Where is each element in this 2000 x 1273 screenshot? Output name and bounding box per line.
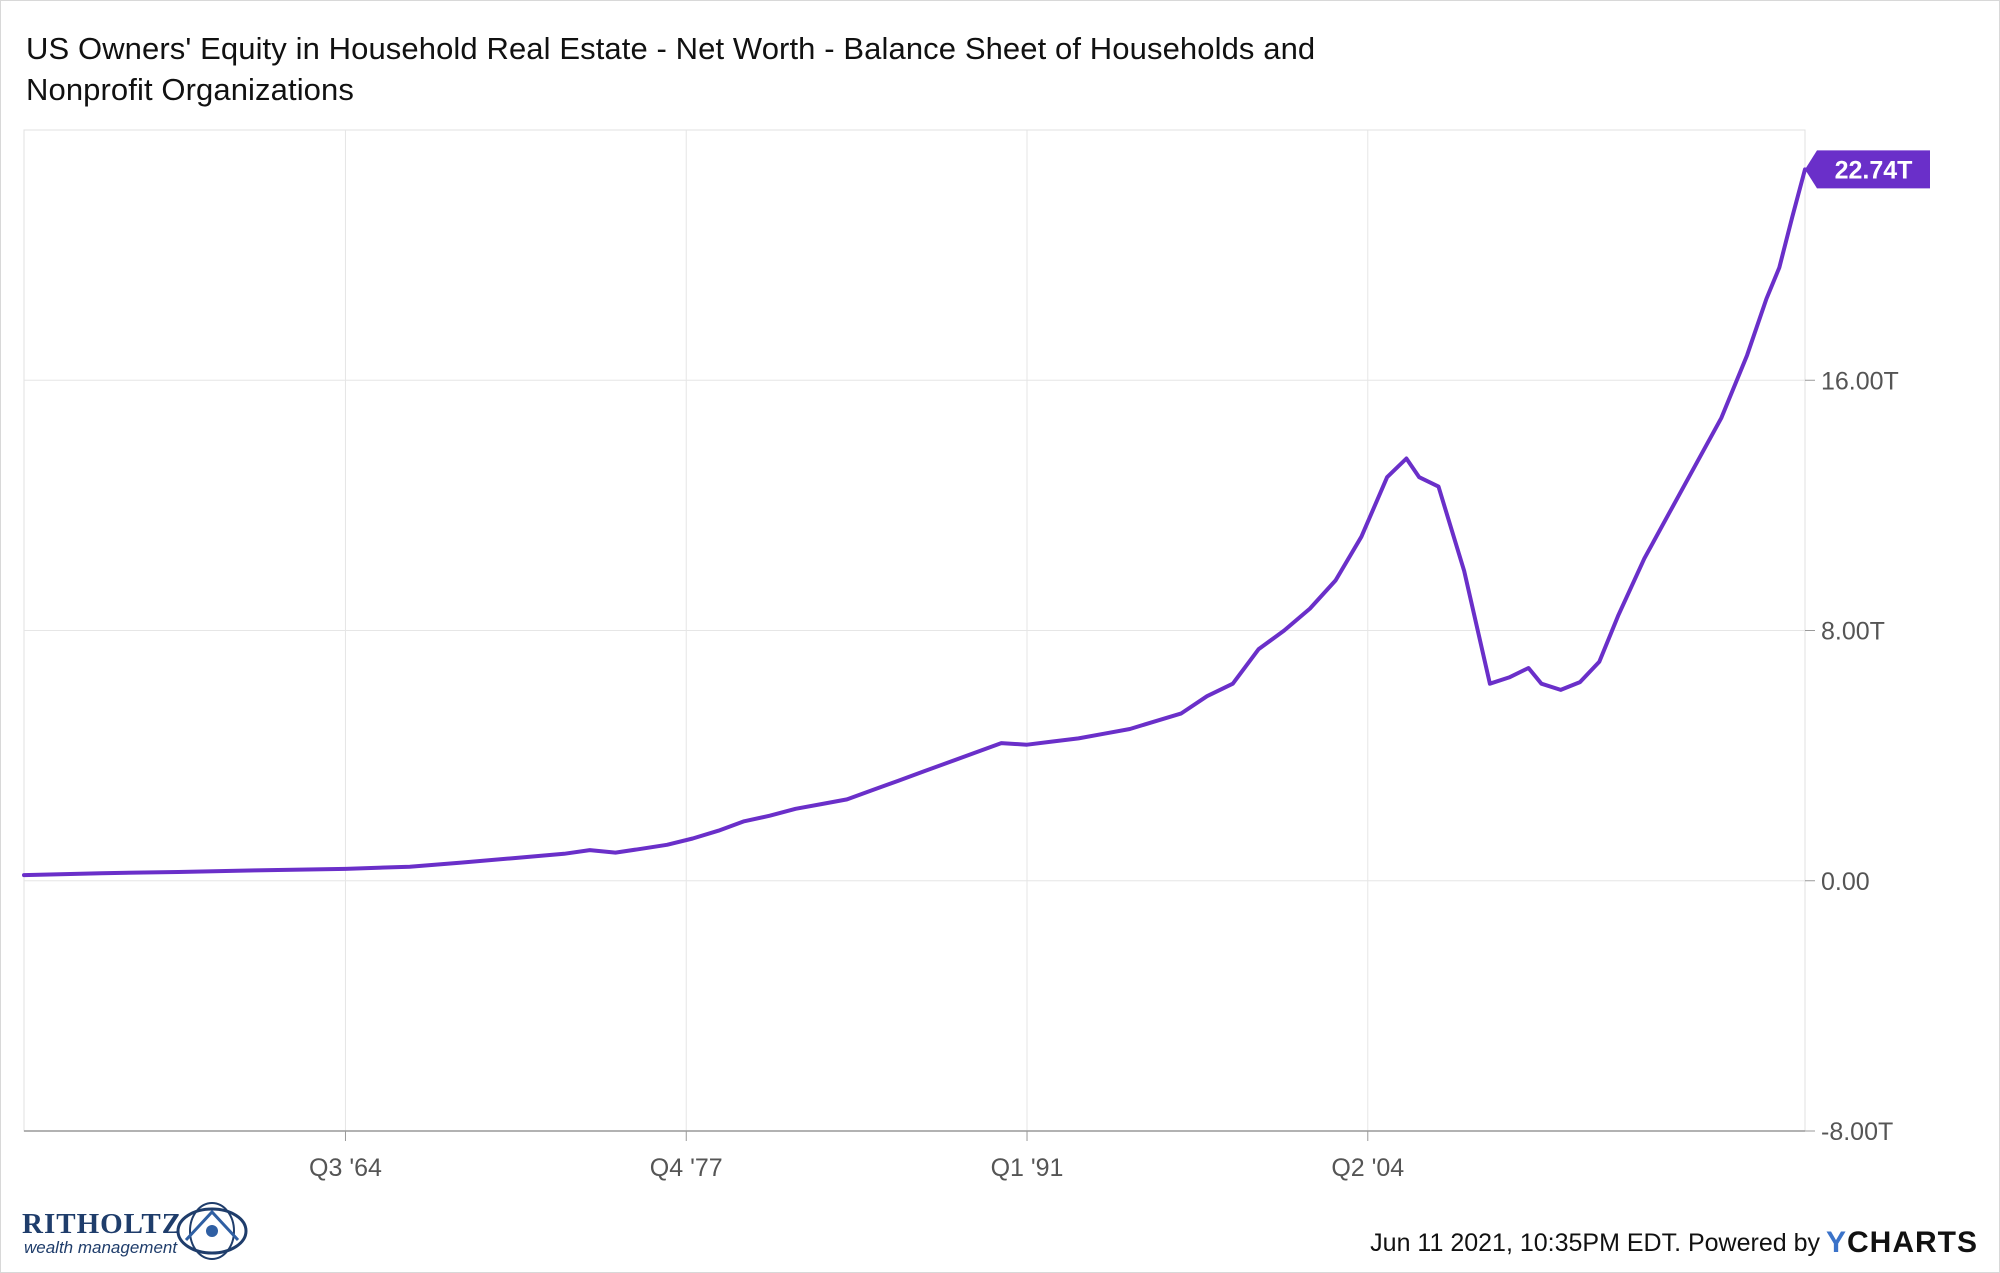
series-line bbox=[22, 167, 1807, 878]
y-tick-label: -8.00T bbox=[1821, 1118, 1893, 1146]
y-tick-label: 8.00T bbox=[1821, 618, 1885, 646]
footer-credit: Jun 11 2021, 10:35PM EDT. Powered by YCH… bbox=[1370, 1226, 1978, 1260]
credit-text: Jun 11 2021, 10:35PM EDT. Powered by bbox=[1370, 1228, 1820, 1257]
y-tick-label: 0.00 bbox=[1821, 868, 1870, 896]
axis-layer: -8.00T 0.00 8.00T 16.00T Q3 '64 Q4 '77 Q1 '91 Q… bbox=[24, 367, 1899, 1182]
brand-subtitle: wealth management bbox=[24, 1238, 178, 1257]
x-tick-label: Q4 '77 bbox=[650, 1154, 723, 1182]
grid-layer bbox=[23, 129, 1806, 1132]
series-layer bbox=[22, 167, 1807, 878]
ritholtz-logo: RITHOLTZ wealth management bbox=[22, 1200, 252, 1260]
chart-title-line-2: Nonprofit Organizations bbox=[26, 72, 354, 107]
ycharts-logo[interactable]: YCHARTS bbox=[1826, 1226, 1978, 1260]
x-tick-label: Q1 '91 bbox=[991, 1154, 1064, 1182]
ycharts-wordmark: CHARTS bbox=[1847, 1226, 1978, 1259]
last-value-badge bbox=[1805, 150, 1930, 189]
badge-layer: 22.74T bbox=[1805, 150, 1930, 189]
x-tick-label: Q2 '04 bbox=[1331, 1154, 1404, 1182]
chart-title: US Owners' Equity in Household Real Esta… bbox=[26, 28, 1376, 110]
ycharts-y: Y bbox=[1825, 1226, 1847, 1259]
brand-name: RITHOLTZ bbox=[22, 1208, 183, 1240]
last-value-label: 22.74T bbox=[1835, 156, 1913, 184]
chart-title-line-1: US Owners' Equity in Household Real Esta… bbox=[26, 31, 1316, 66]
x-tick-label: Q3 '64 bbox=[309, 1154, 382, 1182]
ritholtz-emblem-icon bbox=[176, 1202, 248, 1260]
y-tick-label: 16.00T bbox=[1821, 367, 1899, 395]
